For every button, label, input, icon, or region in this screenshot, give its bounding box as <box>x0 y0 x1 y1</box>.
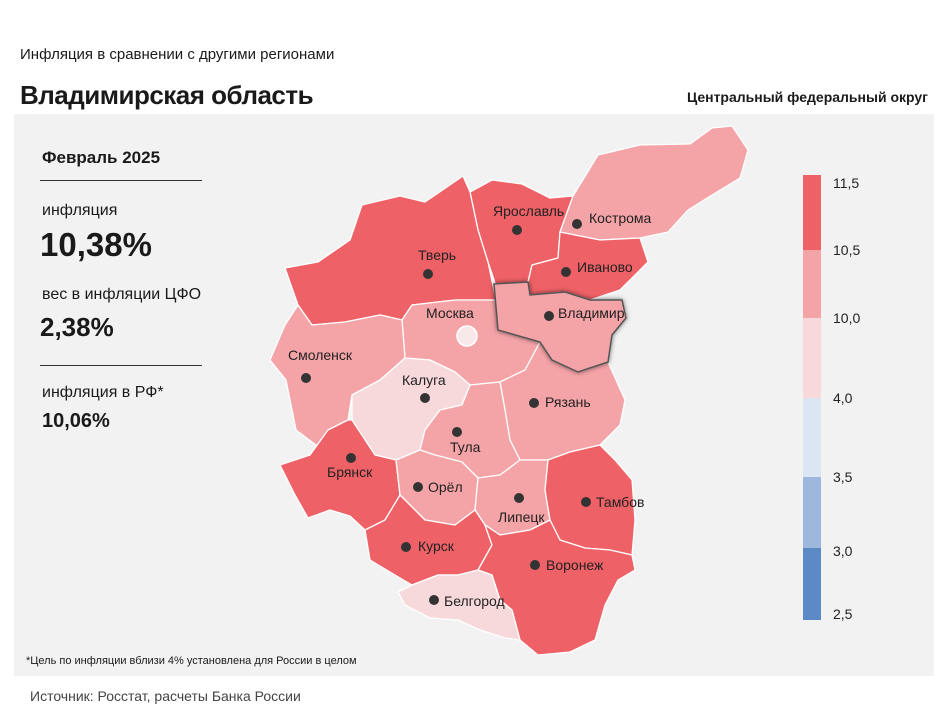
legend-tick-label: 10,5 <box>833 242 860 258</box>
period-label: Февраль 2025 <box>42 148 161 167</box>
city-marker-kaluga <box>420 393 430 403</box>
city-label-ivanovo: Иваново <box>577 259 633 275</box>
city-label-yaroslavl: Ярославль <box>493 203 564 219</box>
city-marker-tula <box>452 427 462 437</box>
city-marker-voronezh <box>530 560 540 570</box>
rf-inflation-value: 10,06% <box>42 410 110 432</box>
city-label-belgorod: Белгород <box>444 593 505 609</box>
legend-swatch <box>803 398 821 477</box>
rf-inflation-label: инфляция в РФ* <box>42 384 164 401</box>
legend-swatch <box>803 250 821 318</box>
city-label-kaluga: Калуга <box>402 372 446 388</box>
legend-swatch <box>803 477 821 548</box>
legend-tick-label: 10,0 <box>833 310 860 326</box>
city-label-kursk: Курск <box>418 538 455 554</box>
legend-tick-label: 4,0 <box>833 390 853 406</box>
city-marker-kursk <box>401 542 411 552</box>
district-label: Центральный федеральный округ <box>686 89 928 105</box>
legend-swatch <box>803 548 821 620</box>
divider <box>40 365 202 366</box>
city-marker-ivanovo <box>561 267 571 277</box>
city-marker-bryansk <box>346 453 356 463</box>
city-marker-moskva <box>456 325 478 347</box>
city-label-lipetsk: Липецк <box>498 509 545 525</box>
city-label-orel: Орёл <box>428 479 463 495</box>
legend-tick-label: 11,5 <box>833 175 859 191</box>
weight-value: 2,38% <box>40 312 114 342</box>
city-marker-tambov <box>581 497 591 507</box>
city-marker-belgorod <box>429 595 439 605</box>
city-marker-smolensk <box>301 373 311 383</box>
weight-label: вес в инфляции ЦФО <box>42 286 202 303</box>
city-marker-ryazan <box>529 398 539 408</box>
region-smolensk[interactable] <box>269 304 406 449</box>
city-marker-tver <box>423 269 433 279</box>
legend-tick-label: 3,5 <box>833 469 853 485</box>
region-belgorod[interactable] <box>397 569 521 641</box>
city-label-tver: Тверь <box>418 247 456 263</box>
page-subtitle: Инфляция в сравнении с другими регионами <box>20 46 335 63</box>
legend-tick-label: 3,0 <box>833 543 853 559</box>
inflation-label: инфляция <box>42 202 118 219</box>
legend-swatch <box>803 175 821 250</box>
city-label-tula: Тула <box>450 439 481 455</box>
city-label-moskva: Москва <box>426 305 474 321</box>
region-vladimir[interactable] <box>493 281 627 373</box>
city-label-smolensk: Смоленск <box>288 347 353 363</box>
page-title: Владимирская область <box>20 80 314 110</box>
city-marker-lipetsk <box>514 493 524 503</box>
inflation-value: 10,38% <box>40 226 152 263</box>
divider <box>40 180 202 181</box>
city-label-tambov: Тамбов <box>596 494 644 510</box>
city-label-voronezh: Воронеж <box>546 557 604 573</box>
city-label-bryansk: Брянск <box>327 464 373 480</box>
city-label-ryazan: Рязань <box>545 394 591 410</box>
city-label-kostroma: Кострома <box>589 210 652 226</box>
city-marker-kostroma <box>572 219 582 229</box>
city-marker-orel <box>413 482 423 492</box>
city-label-vladimir: Владимир <box>558 305 625 321</box>
city-marker-vladimir <box>544 311 554 321</box>
legend-tick-label: 2,5 <box>833 606 853 622</box>
legend-swatch <box>803 318 821 398</box>
source-note: Источник: Росстат, расчеты Банка России <box>30 688 301 704</box>
city-marker-yaroslavl <box>512 225 522 235</box>
footnote: *Цель по инфляции вблизи 4% установлена … <box>26 655 357 667</box>
